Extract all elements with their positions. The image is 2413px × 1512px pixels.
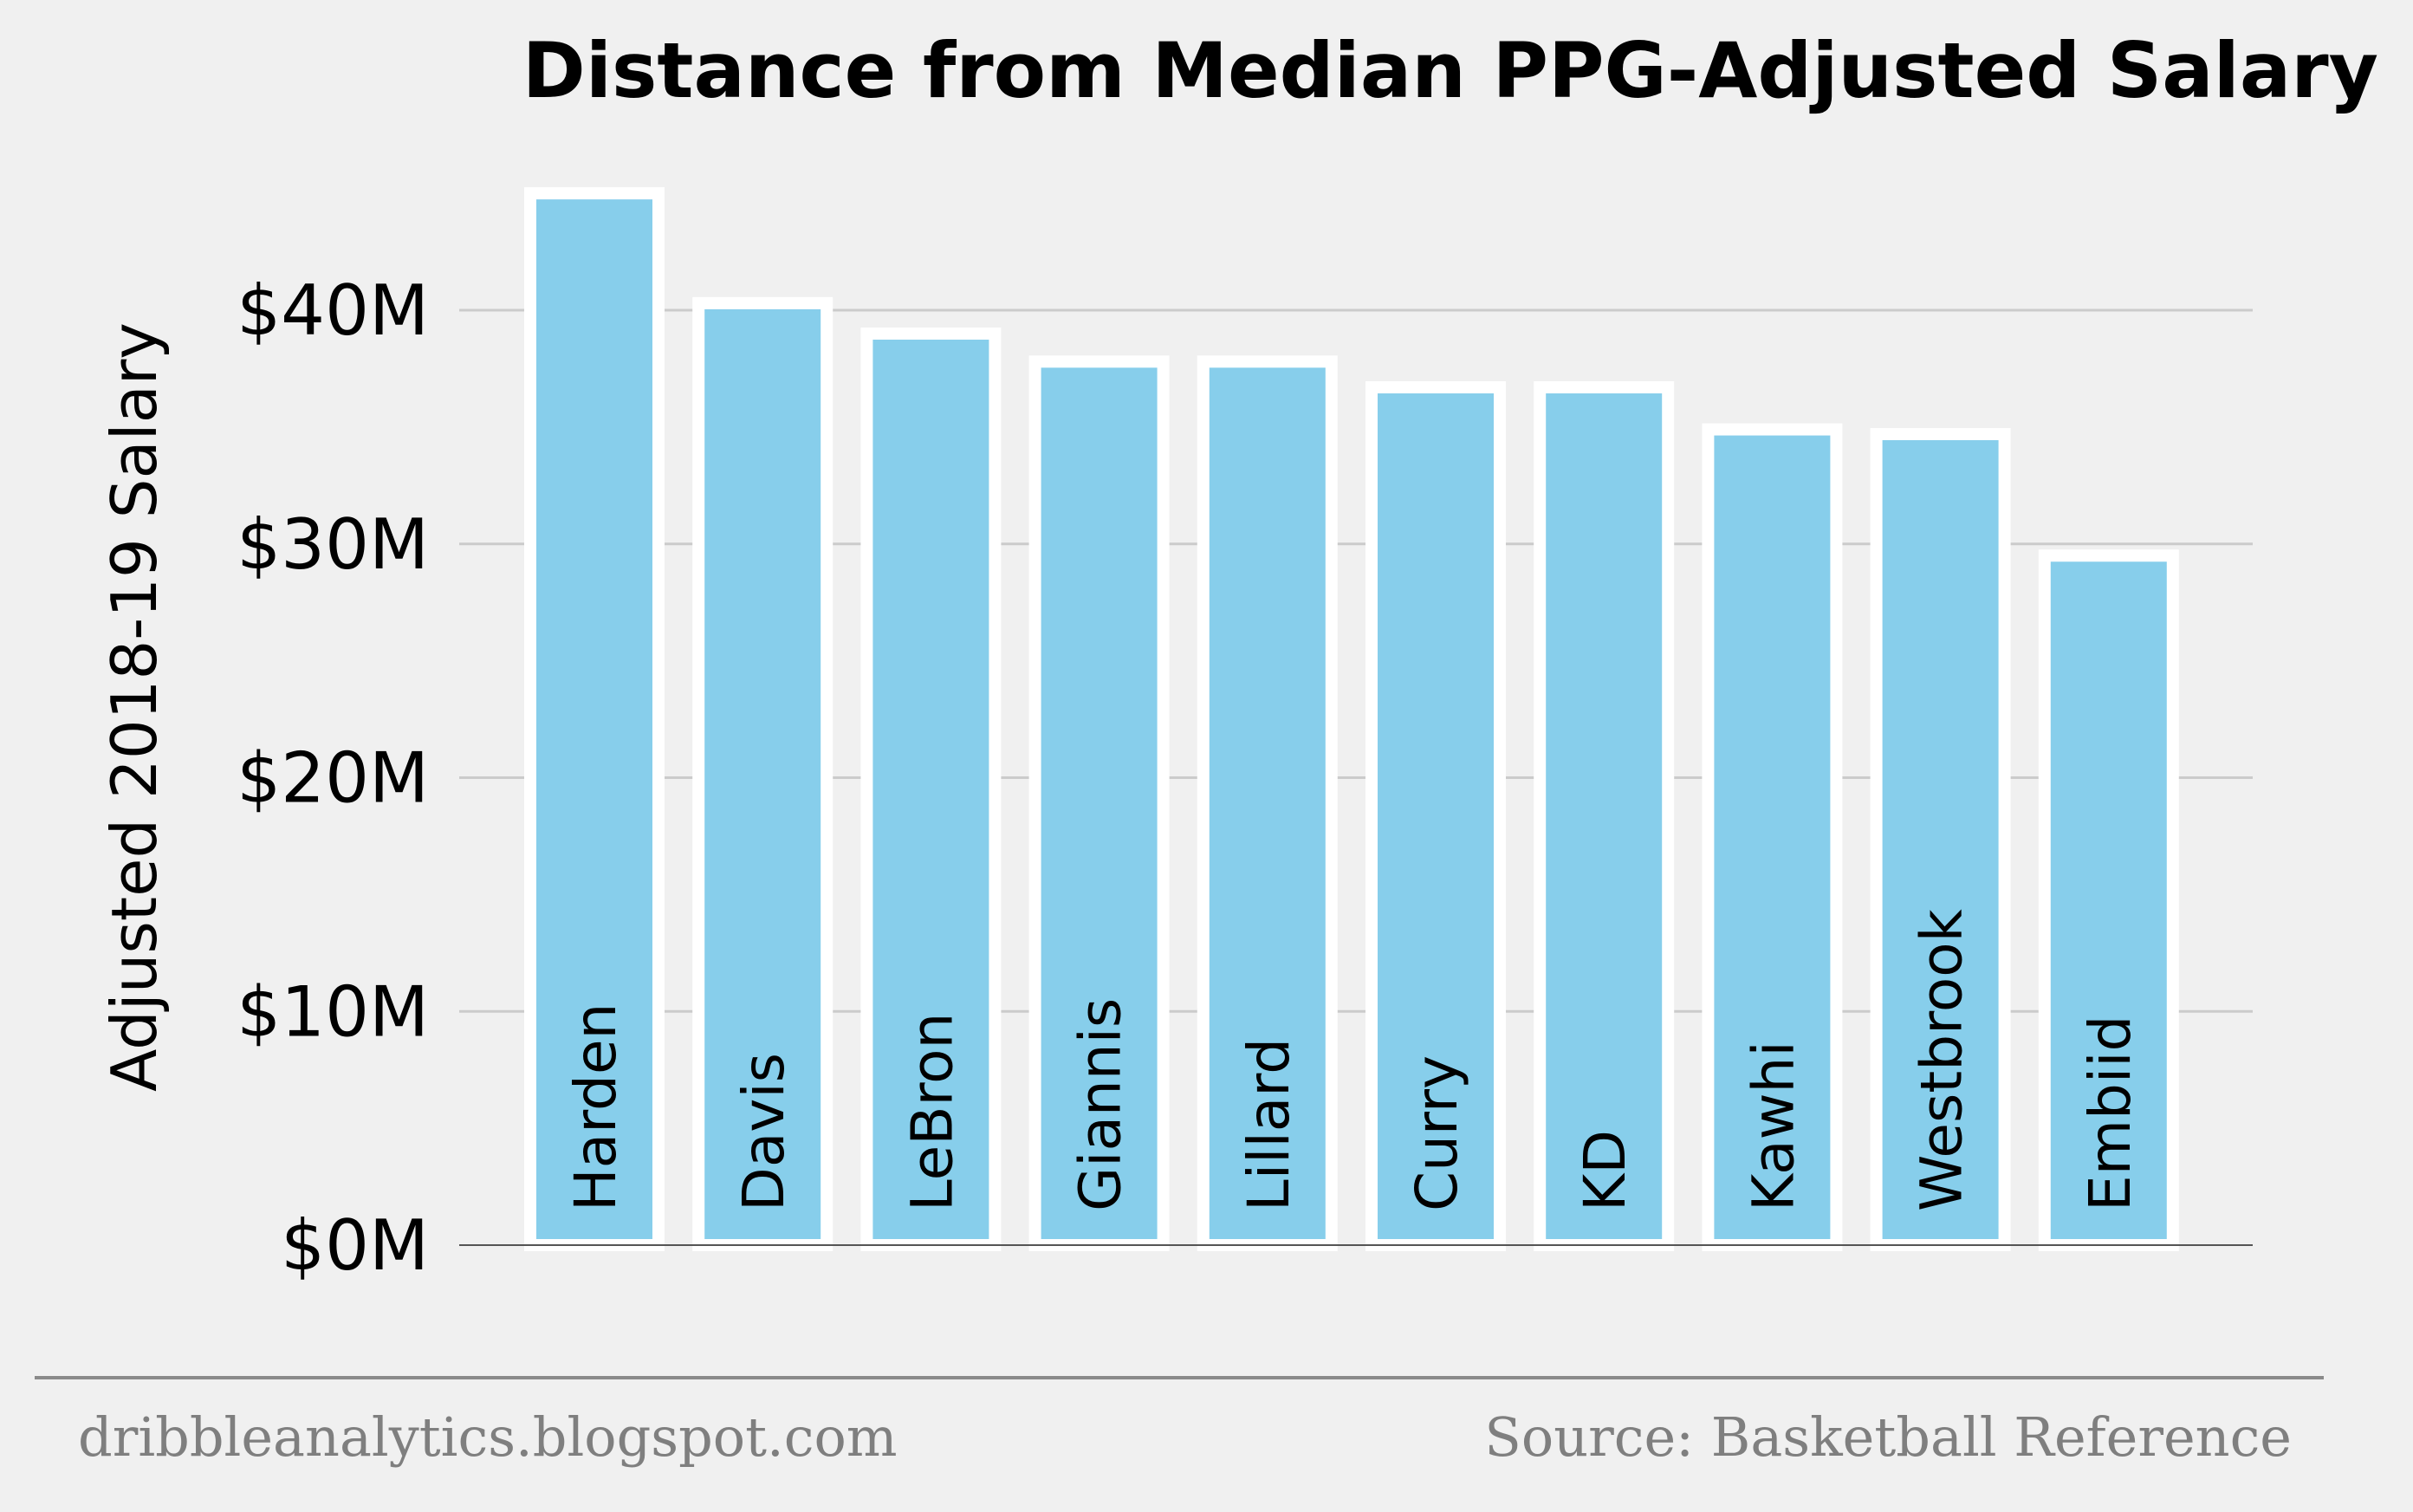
y-tick-label: $30M bbox=[237, 504, 429, 585]
y-tick-label: $10M bbox=[237, 971, 429, 1052]
bar-labels: Harden Davis LeBron Giannis Lillard Curry KD Ka… bbox=[562, 908, 2144, 1211]
bar-embiid bbox=[2038, 549, 2179, 1251]
footer-site: dribbleanalytics.blogspot.com bbox=[78, 1405, 898, 1469]
bars bbox=[524, 187, 2179, 1252]
bar-label: KD bbox=[1572, 1130, 1638, 1211]
bar-kd bbox=[1534, 381, 1675, 1251]
bar-kawhi bbox=[1702, 423, 1843, 1251]
bar-curry bbox=[1365, 381, 1506, 1251]
bar-label: Lillard bbox=[1236, 1038, 1302, 1211]
y-tick-labels: $0M $10M $20M $30M $40M bbox=[237, 270, 429, 1286]
bar-label: Harden bbox=[562, 1003, 629, 1211]
footer-source: Source: Basketball Reference bbox=[1484, 1405, 2292, 1469]
y-axis-label: Adjusted 2018-19 Salary bbox=[98, 322, 171, 1092]
bar-label: Curry bbox=[1404, 1055, 1470, 1211]
bar-westbrook bbox=[1870, 427, 2011, 1251]
bar-label: Kawhi bbox=[1740, 1041, 1807, 1211]
bar-label: Giannis bbox=[1067, 998, 1134, 1211]
bar-label: LeBron bbox=[898, 1013, 965, 1211]
y-tick-label: $0M bbox=[281, 1205, 429, 1286]
bar-label: Westbrook bbox=[1909, 908, 1975, 1211]
bar-label: Embiid bbox=[2077, 1016, 2144, 1211]
y-tick-label: $40M bbox=[237, 270, 429, 351]
y-tick-label: $20M bbox=[237, 738, 429, 819]
bar-label: Davis bbox=[730, 1053, 797, 1211]
bar-lillard bbox=[1197, 355, 1338, 1252]
chart-title: Distance from Median PPG-Adjusted Salary bbox=[522, 26, 2378, 115]
